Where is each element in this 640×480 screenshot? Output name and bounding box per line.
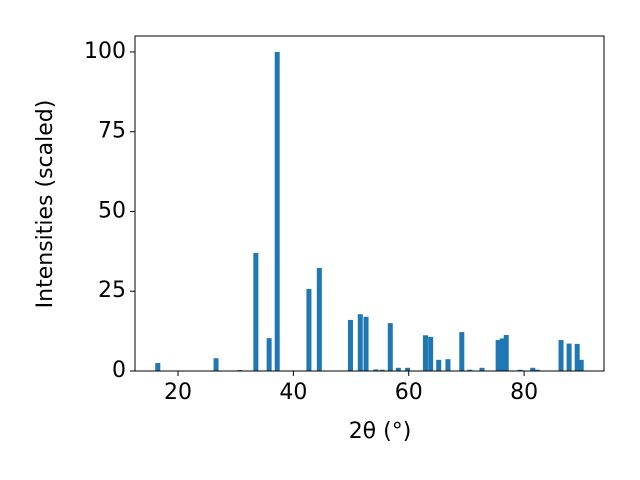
x-tick-label: 80 [510, 380, 538, 405]
bar [373, 369, 379, 371]
bar [467, 369, 473, 371]
x-axis-label: 2θ (°) [349, 419, 412, 444]
bar [578, 359, 584, 371]
y-tick-label: 25 [98, 278, 126, 303]
bar [503, 334, 509, 371]
bar [566, 343, 572, 371]
bar [574, 343, 580, 371]
bar [363, 316, 369, 371]
bar [306, 289, 312, 371]
bar [445, 359, 451, 371]
bar [534, 369, 540, 371]
bar [253, 252, 259, 371]
bar [347, 319, 353, 371]
bar [495, 340, 501, 371]
bar [405, 367, 411, 371]
bar [530, 367, 536, 371]
x-tick-label: 60 [395, 380, 423, 405]
bar [479, 367, 485, 371]
y-axis-label: Intensities (scaled) [33, 100, 58, 309]
bar [422, 335, 428, 371]
bar [517, 369, 523, 371]
plot-frame [134, 35, 605, 372]
bar [357, 314, 363, 371]
bar [379, 369, 385, 371]
y-tick-label: 75 [98, 119, 126, 144]
bar [436, 359, 442, 371]
bar [428, 336, 434, 371]
bar [213, 358, 219, 371]
bar [395, 367, 401, 371]
bar [316, 267, 322, 371]
bar [387, 323, 393, 371]
bar [155, 363, 161, 371]
bar [459, 332, 465, 371]
bar [274, 51, 280, 371]
y-tick-label: 0 [112, 358, 126, 383]
bar [266, 338, 272, 371]
x-tick-label: 40 [279, 380, 307, 405]
y-tick-label: 100 [84, 39, 126, 64]
bar [558, 340, 564, 371]
bar [499, 338, 505, 371]
y-tick-label: 50 [98, 198, 126, 223]
x-tick-label: 20 [164, 380, 192, 405]
